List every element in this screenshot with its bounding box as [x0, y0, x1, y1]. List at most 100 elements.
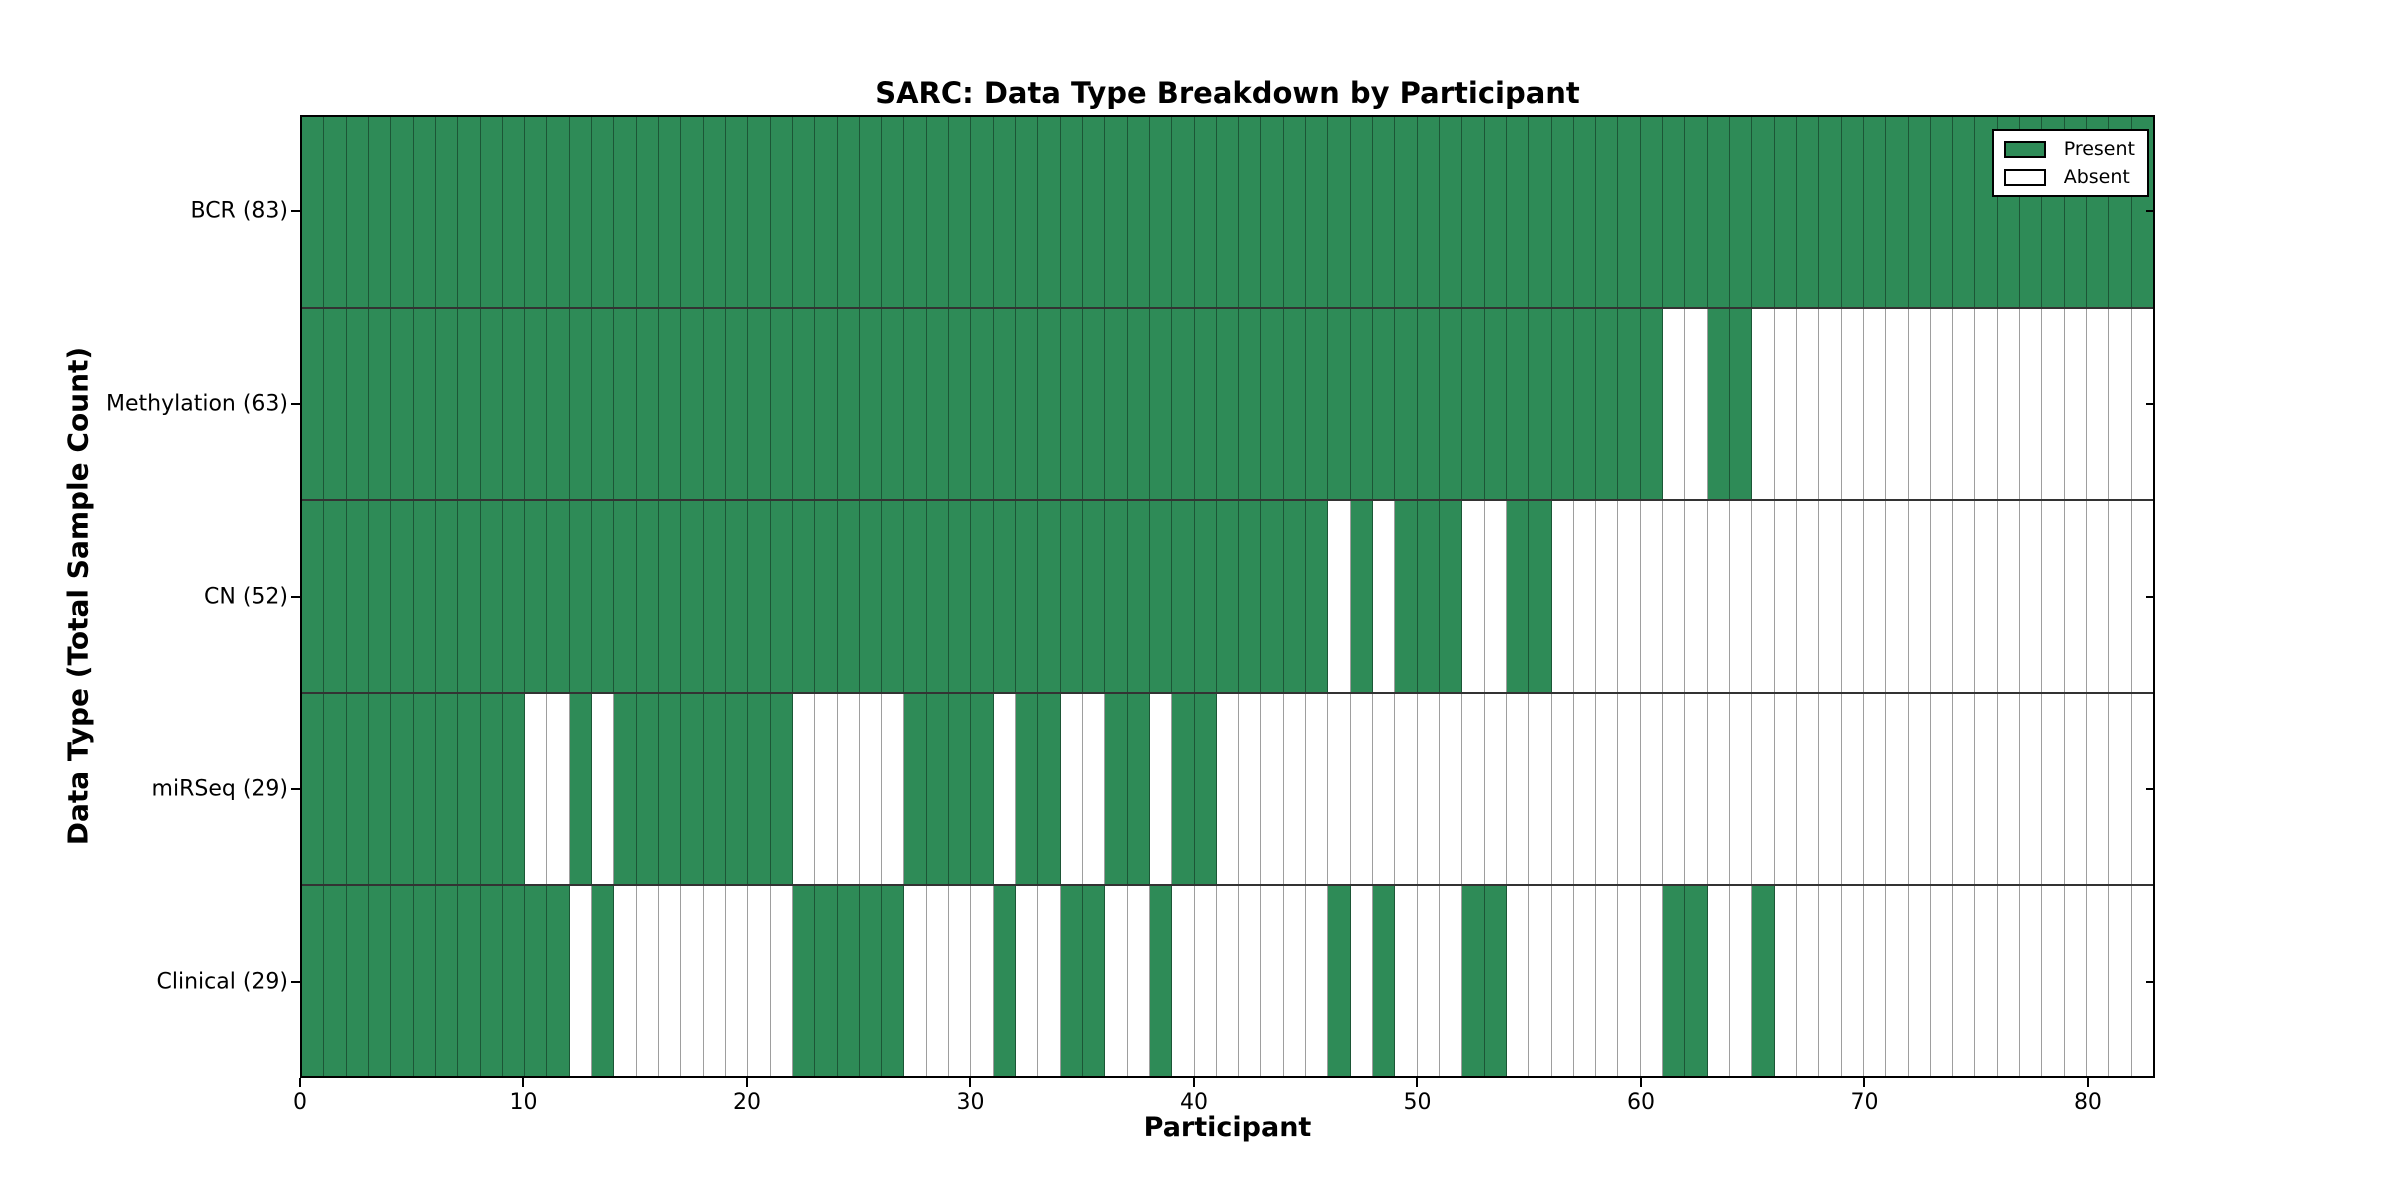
- cell-cn-participant-36: [1105, 501, 1128, 692]
- cell-methylation-participant-16: [659, 309, 682, 500]
- cell-cn-participant-13: [592, 501, 615, 692]
- cell-bcr-participant-12: [569, 117, 593, 308]
- cell-cn-participant-8: [480, 501, 503, 692]
- cell-clinical-participant-33: [1038, 885, 1061, 1077]
- cell-mirseq-participant-72: [1908, 693, 1931, 884]
- cell-mirseq-participant-20: [748, 693, 771, 884]
- legend-present-swatch: [2003, 140, 2046, 158]
- cell-bcr-participant-27: [904, 117, 927, 308]
- cell-clinical-participant-57: [1573, 885, 1597, 1077]
- cell-clinical-participant-7: [458, 885, 481, 1077]
- cell-bcr-participant-1: [324, 117, 347, 308]
- x-tick-label-10: 10: [509, 1090, 538, 1115]
- cell-clinical-participant-52: [1462, 885, 1485, 1077]
- cell-methylation-participant-48: [1373, 309, 1396, 500]
- y-tick-mark-left-mirseq: [291, 788, 300, 791]
- cell-clinical-participant-41: [1216, 885, 1240, 1077]
- cell-bcr-participant-33: [1038, 117, 1061, 308]
- cell-methylation-participant-21: [770, 309, 793, 500]
- cell-clinical-participant-31: [993, 885, 1016, 1077]
- cell-cn-participant-11: [547, 501, 570, 692]
- cell-cn-participant-29: [949, 501, 972, 692]
- legend-absent-label: Absent: [2063, 166, 2130, 188]
- cell-methylation-participant-46: [1328, 309, 1351, 500]
- cell-clinical-participant-61: [1663, 885, 1686, 1077]
- cell-methylation-participant-37: [1127, 309, 1150, 500]
- cell-methylation-participant-6: [435, 309, 459, 500]
- cell-mirseq-participant-19: [725, 693, 749, 884]
- cell-mirseq-participant-16: [659, 693, 682, 884]
- cell-cn-participant-19: [725, 501, 749, 692]
- y-tick-label-cn: CN (52): [204, 584, 288, 609]
- cell-cn-participant-61: [1663, 501, 1686, 692]
- cell-mirseq-participant-40: [1194, 693, 1217, 884]
- cell-methylation-participant-61: [1663, 309, 1686, 500]
- cell-bcr-participant-26: [882, 117, 905, 308]
- cell-methylation-participant-60: [1640, 309, 1664, 500]
- cell-mirseq-participant-34: [1060, 693, 1083, 884]
- cell-clinical-participant-59: [1618, 885, 1641, 1077]
- y-tick-mark-left-clinical: [291, 980, 300, 983]
- cell-clinical-participant-77: [2020, 885, 2043, 1077]
- cell-bcr-participant-23: [815, 117, 838, 308]
- cell-cn-participant-53: [1484, 501, 1507, 692]
- cell-bcr-participant-68: [1819, 117, 1842, 308]
- cell-methylation-participant-1: [324, 309, 347, 500]
- cell-methylation-participant-76: [1997, 309, 2021, 500]
- cell-mirseq-participant-59: [1618, 693, 1641, 884]
- cell-clinical-participant-38: [1149, 885, 1173, 1077]
- cell-mirseq-participant-21: [770, 693, 793, 884]
- cell-mirseq-participant-31: [993, 693, 1016, 884]
- cell-bcr-participant-64: [1730, 117, 1753, 308]
- cell-bcr-participant-57: [1573, 117, 1597, 308]
- cell-bcr-participant-36: [1105, 117, 1128, 308]
- cell-mirseq-participant-26: [882, 693, 905, 884]
- cell-cn-participant-76: [1997, 501, 2021, 692]
- cell-bcr-participant-60: [1640, 117, 1664, 308]
- cell-methylation-participant-4: [391, 309, 414, 500]
- cell-cn-participant-68: [1819, 501, 1842, 692]
- cell-clinical-participant-58: [1596, 885, 1619, 1077]
- cell-mirseq-participant-30: [971, 693, 994, 884]
- cell-clinical-participant-63: [1707, 885, 1730, 1077]
- cell-cn-participant-41: [1216, 501, 1240, 692]
- cell-bcr-participant-51: [1439, 117, 1463, 308]
- cell-cn-participant-70: [1863, 501, 1887, 692]
- cell-methylation-participant-20: [748, 309, 771, 500]
- cell-cn-participant-23: [815, 501, 838, 692]
- cell-mirseq-participant-54: [1506, 693, 1530, 884]
- cell-methylation-participant-81: [2109, 309, 2132, 500]
- cell-mirseq-participant-11: [547, 693, 570, 884]
- cell-mirseq-participant-47: [1350, 693, 1373, 884]
- cell-bcr-participant-67: [1796, 117, 1820, 308]
- cell-clinical-participant-32: [1016, 885, 1039, 1077]
- cell-mirseq-participant-76: [1997, 693, 2021, 884]
- x-tick-mark-40: [1192, 1078, 1195, 1087]
- cell-clinical-participant-9: [502, 885, 526, 1077]
- cell-cn-participant-31: [993, 501, 1016, 692]
- cell-methylation-participant-19: [725, 309, 749, 500]
- cell-bcr-participant-49: [1395, 117, 1418, 308]
- cell-cn-participant-59: [1618, 501, 1641, 692]
- cell-methylation-participant-31: [993, 309, 1016, 500]
- cell-methylation-participant-9: [502, 309, 526, 500]
- cell-mirseq-participant-6: [435, 693, 459, 884]
- x-tick-label-70: 70: [1850, 1090, 1879, 1115]
- cell-methylation-participant-22: [792, 309, 816, 500]
- cell-clinical-participant-17: [681, 885, 704, 1077]
- cell-mirseq-participant-57: [1573, 693, 1597, 884]
- cell-bcr-participant-3: [368, 117, 392, 308]
- cell-clinical-participant-44: [1283, 885, 1307, 1077]
- cell-methylation-participant-54: [1506, 309, 1530, 500]
- cell-mirseq-participant-4: [391, 693, 414, 884]
- cell-cn-participant-43: [1261, 501, 1284, 692]
- cell-mirseq-participant-60: [1640, 693, 1664, 884]
- cell-clinical-participant-12: [569, 885, 593, 1077]
- cell-methylation-participant-73: [1930, 309, 1954, 500]
- cell-bcr-participant-35: [1082, 117, 1106, 308]
- legend: Present Absent: [1991, 129, 2149, 197]
- cell-methylation-participant-79: [2064, 309, 2087, 500]
- cell-methylation-participant-25: [859, 309, 883, 500]
- cell-bcr-participant-37: [1127, 117, 1150, 308]
- cell-mirseq-participant-27: [904, 693, 927, 884]
